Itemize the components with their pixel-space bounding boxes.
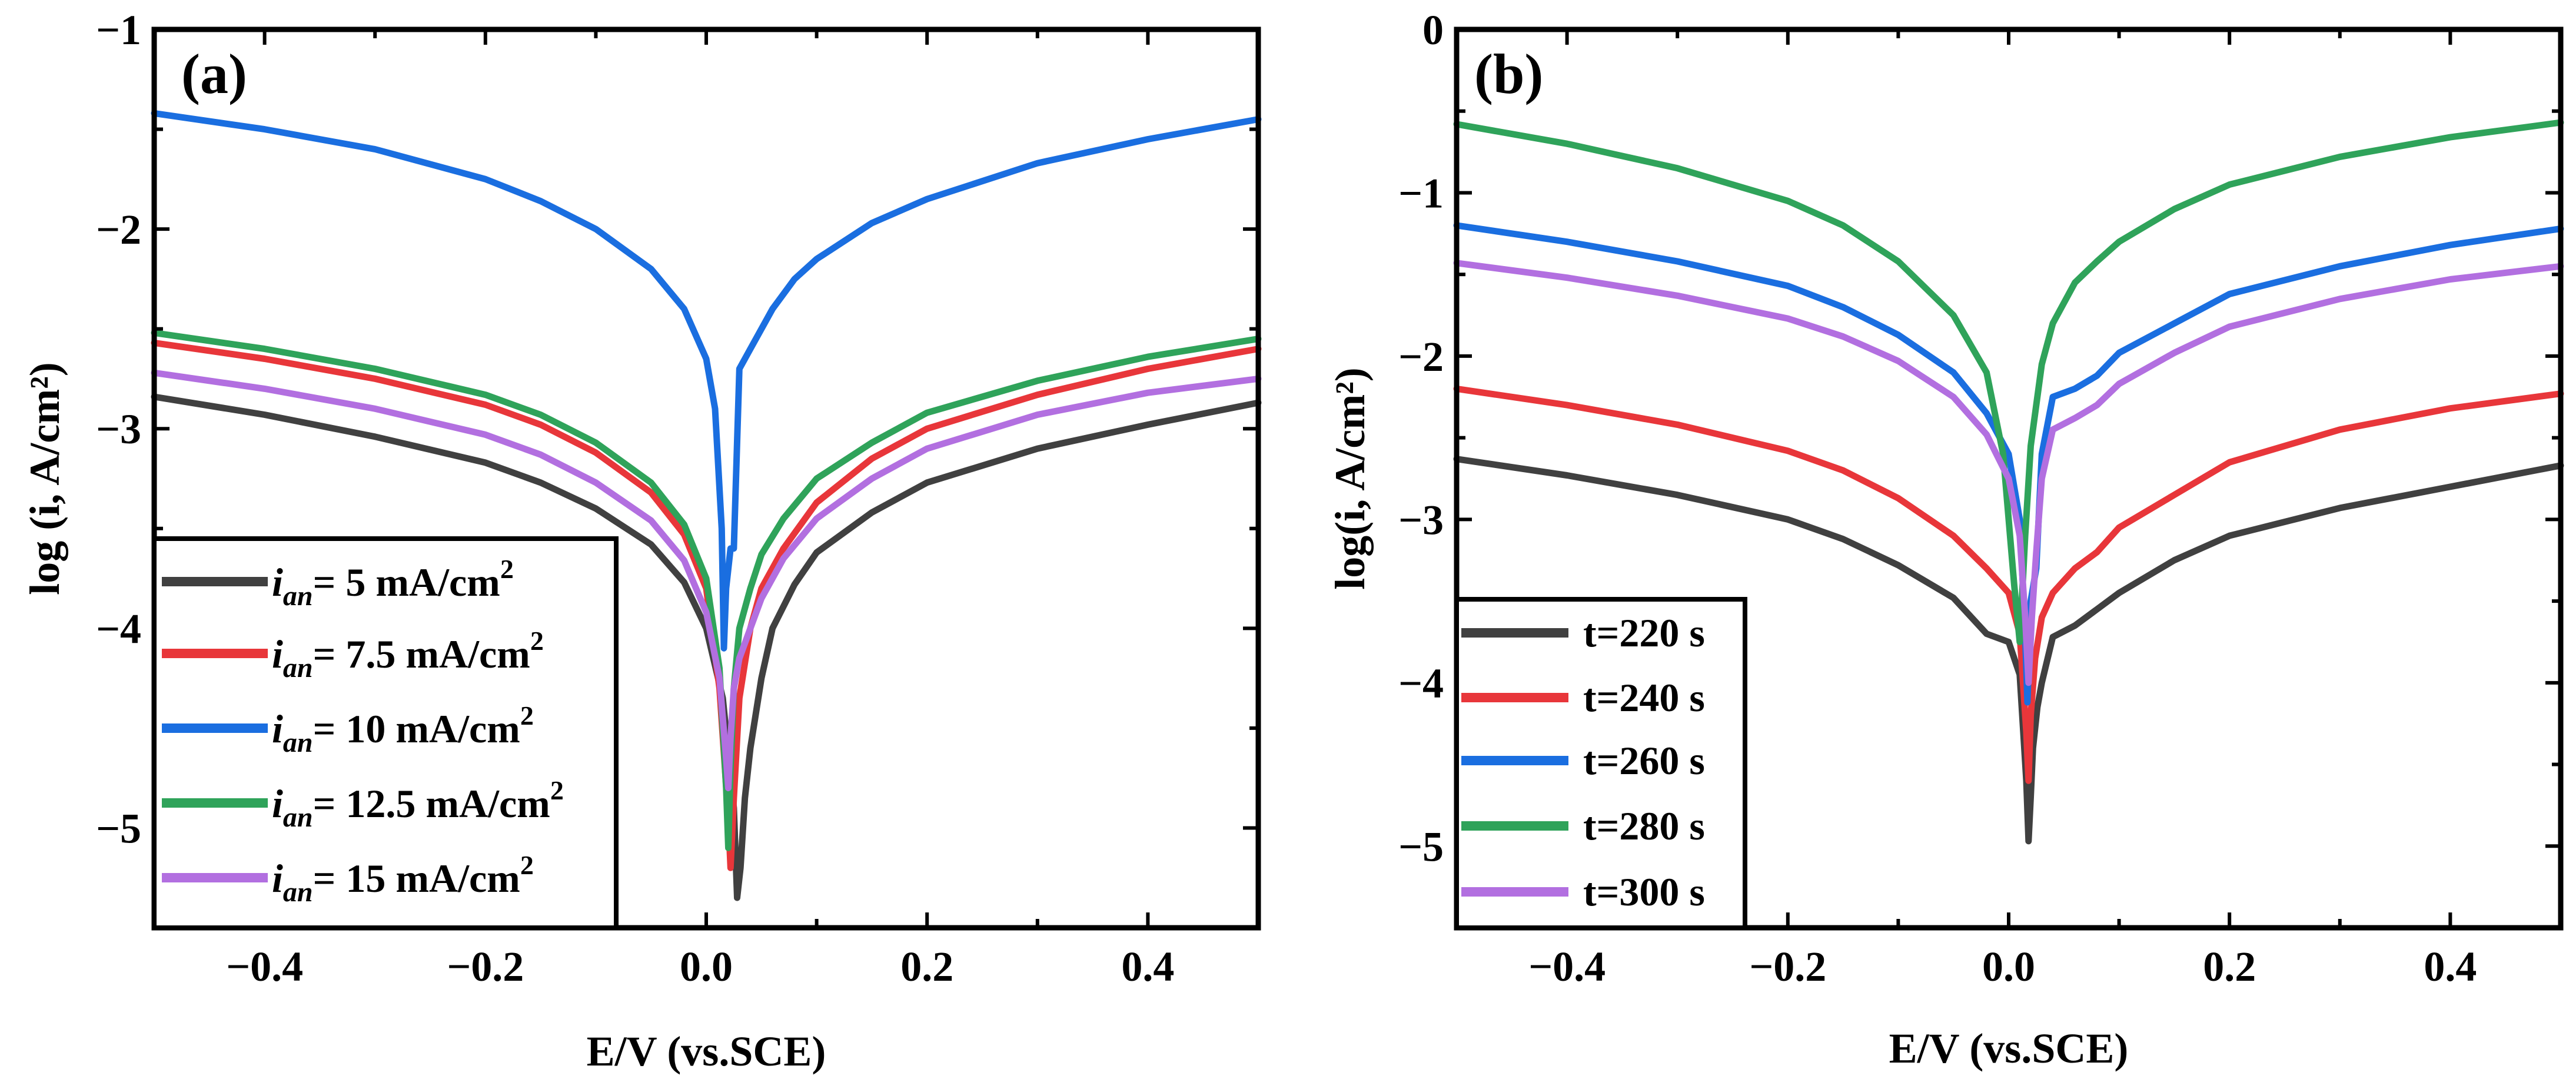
series-a-3 xyxy=(151,329,1262,851)
legend-item-b-1: t=240 s xyxy=(1461,675,1705,720)
y-tick-label-b: 0 xyxy=(1422,6,1444,54)
x-tick-label-b: −0.4 xyxy=(1528,943,1606,990)
panel-a-tick-labels: −0.4 −0.2 0.0 0.2 0.4 −5 −4 −3 −2 −1 xyxy=(96,6,1174,990)
y-tick-label-a: −1 xyxy=(96,6,141,54)
legend-item-a-3: ian= 12.5 mA/cm2 xyxy=(162,775,564,833)
x-tick-label-b: 0.2 xyxy=(2203,943,2256,990)
panel-b-label: (b) xyxy=(1474,42,1543,105)
panel-a-y-axis-title: log (i, A/cm²) xyxy=(21,362,68,595)
legend-label-b-0: t=220 s xyxy=(1583,610,1705,655)
legend-label-a-2: ian= 10 mA/cm2 xyxy=(272,701,534,758)
panel-b-series-group xyxy=(1453,119,2564,845)
legend-label-a-4: ian= 15 mA/cm2 xyxy=(272,850,534,908)
legend-item-a-1: ian= 7.5 mA/cm2 xyxy=(162,626,544,683)
y-tick-label-a: −5 xyxy=(96,805,141,852)
legend-label-b-3: t=280 s xyxy=(1583,804,1705,848)
legend-label-a-1: ian= 7.5 mA/cm2 xyxy=(272,626,544,683)
panel-a-x-axis-title: E/V (vs.SCE) xyxy=(587,1028,826,1075)
panel-b-x-axis-title: E/V (vs.SCE) xyxy=(1889,1025,2129,1072)
panel-a-legend-items: ian= 5 mA/cm2 ian= 7.5 mA/cm2 ian= 10 mA… xyxy=(162,554,564,908)
y-tick-label-b: −3 xyxy=(1398,496,1444,543)
x-tick-label-a: 0.4 xyxy=(1121,943,1174,990)
y-tick-label-a: −3 xyxy=(96,406,141,453)
legend-item-a-4: ian= 15 mA/cm2 xyxy=(162,850,534,908)
legend-label-b-1: t=240 s xyxy=(1583,675,1705,720)
x-tick-label-a: −0.4 xyxy=(226,943,303,990)
x-tick-label-a: 0.0 xyxy=(680,943,733,990)
panel-a: −0.4 −0.2 0.0 0.2 0.4 −5 −4 −3 −2 −1 (a) E/V (vs.… xyxy=(21,6,1262,1075)
x-tick-label-a: 0.2 xyxy=(900,943,953,990)
y-tick-label-b: −1 xyxy=(1398,170,1444,217)
y-tick-label-a: −2 xyxy=(96,206,141,253)
x-tick-label-b: 0.0 xyxy=(1982,943,2035,990)
series-a-1 xyxy=(151,339,1262,871)
legend-item-b-3: t=280 s xyxy=(1461,804,1705,848)
legend-item-b-0: t=220 s xyxy=(1461,610,1705,655)
y-tick-label-a: −4 xyxy=(96,605,141,652)
y-tick-label-b: −5 xyxy=(1398,823,1444,870)
x-tick-label-b: 0.4 xyxy=(2424,943,2477,990)
series-a-4 xyxy=(151,369,1262,792)
panel-a-legend: ian= 5 mA/cm2 ian= 7.5 mA/cm2 ian= 10 mA… xyxy=(152,536,619,930)
y-tick-label-b: −2 xyxy=(1398,333,1444,380)
legend-label-a-0: ian= 5 mA/cm2 xyxy=(272,554,514,612)
series-b-1 xyxy=(1453,385,2564,784)
legend-item-a-0: ian= 5 mA/cm2 xyxy=(162,554,514,612)
series-b-4 xyxy=(1453,260,2564,686)
series-b-0 xyxy=(1453,456,2564,845)
series-a-2 xyxy=(151,109,1262,652)
x-tick-label-b: −0.2 xyxy=(1749,943,1826,990)
panel-b-y-axis-title: log(i, A/cm²) xyxy=(1327,367,1374,590)
series-b-3 xyxy=(1453,119,2564,645)
legend-label-b-4: t=300 s xyxy=(1583,869,1705,914)
panel-b: −0.4 −0.2 0.0 0.2 0.4 −5 −4 −3 −2 −1 0 (b) E/V (vs… xyxy=(1327,6,2564,1072)
panel-b-legend: t=220 s t=240 s t=260 s t=280 s t=300 s xyxy=(1454,597,1747,930)
legend-label-a-3: ian= 12.5 mA/cm2 xyxy=(272,775,564,833)
panel-a-label: (a) xyxy=(181,42,247,105)
panel-a-legend-box xyxy=(152,536,619,930)
panel-b-tick-labels: −0.4 −0.2 0.0 0.2 0.4 −5 −4 −3 −2 −1 0 xyxy=(1398,6,2477,990)
legend-item-b-4: t=300 s xyxy=(1461,869,1705,914)
series-a-0 xyxy=(151,393,1262,901)
legend-item-b-2: t=260 s xyxy=(1461,738,1705,783)
y-tick-label-b: −4 xyxy=(1398,660,1444,707)
x-tick-label-a: −0.2 xyxy=(447,943,524,990)
legend-item-a-2: ian= 10 mA/cm2 xyxy=(162,701,534,758)
legend-label-b-2: t=260 s xyxy=(1583,738,1705,783)
panel-a-series-group xyxy=(151,109,1262,901)
